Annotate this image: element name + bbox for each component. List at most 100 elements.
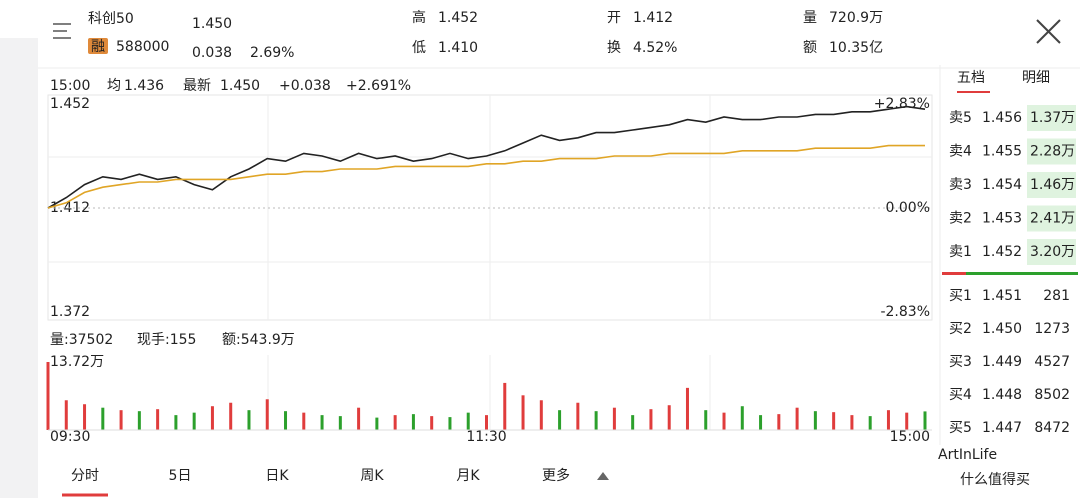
volume-bar xyxy=(594,411,598,430)
volume-bar xyxy=(320,415,324,430)
book-volume: 8502 xyxy=(1034,387,1070,403)
volume-bar xyxy=(521,395,525,430)
sell-volume-bg xyxy=(1027,239,1076,265)
stat-value: 4.52% xyxy=(633,40,677,56)
volume-bar xyxy=(503,382,507,430)
book-tab: 明细 xyxy=(1022,70,1050,86)
volume-bar xyxy=(576,402,580,430)
volume-bar xyxy=(174,415,178,430)
volume-bar xyxy=(612,407,616,430)
volume-bar xyxy=(265,399,269,430)
latest-label: 最新 xyxy=(183,78,211,94)
stock-code: 588000 xyxy=(116,39,169,55)
volume-bar xyxy=(777,414,781,430)
book-volume: 4527 xyxy=(1034,354,1070,370)
volume-amount: 额:543.9万 xyxy=(222,332,295,348)
book-label: 卖4 xyxy=(949,144,972,160)
book-split-green xyxy=(966,272,1078,275)
book-label: 买5 xyxy=(949,420,972,436)
bottom-tab: 分时 xyxy=(71,468,99,484)
x-tick-label: 09:30 xyxy=(50,429,90,445)
book-label: 买3 xyxy=(949,354,972,370)
price: 1.450 xyxy=(192,16,232,32)
volume-bar xyxy=(338,416,342,430)
volume-bar xyxy=(466,412,470,430)
volume-bar xyxy=(83,404,87,430)
volume-bar xyxy=(704,410,708,430)
book-label: 卖5 xyxy=(949,110,972,126)
bottom-tab: 更多 xyxy=(542,467,570,484)
sell-volume-bg xyxy=(1027,172,1076,198)
y2-tick-label: 0.00% xyxy=(886,200,930,216)
volume-bar xyxy=(284,411,288,430)
price-line xyxy=(47,144,925,209)
stat-label: 开 xyxy=(607,10,621,26)
volume-bar xyxy=(850,415,854,430)
book-price: 1.452 xyxy=(982,244,1022,260)
book-volume: 8472 xyxy=(1034,420,1070,436)
volume-total: 量:37502 xyxy=(50,332,113,348)
bottom-tab: 5日 xyxy=(169,468,192,484)
volume-bar xyxy=(685,387,689,430)
book-label: 卖1 xyxy=(949,244,972,260)
price-line xyxy=(47,105,926,209)
avg-label: 均 xyxy=(107,78,121,94)
stat-label: 额 xyxy=(803,40,817,56)
menu-icon[interactable] xyxy=(53,23,71,39)
volume-bar xyxy=(558,410,562,430)
bottom-tab: 日K xyxy=(265,468,289,484)
volume-bar xyxy=(101,407,105,430)
volume-bar xyxy=(649,409,653,430)
tag: 融 xyxy=(91,39,105,55)
sell-volume-bg xyxy=(1027,138,1076,165)
volume-bar xyxy=(192,412,196,430)
volume-bar xyxy=(795,407,799,430)
volume-bar xyxy=(886,410,890,430)
volume-bar xyxy=(832,412,836,430)
stat-value: 720.9万 xyxy=(829,10,883,26)
y-tick-label: 1.452 xyxy=(50,96,90,112)
y-tick-label: 1.372 xyxy=(50,304,90,320)
volume-hand: 现手:155 xyxy=(137,332,196,348)
stat-label: 低 xyxy=(412,40,426,56)
book-price: 1.454 xyxy=(982,177,1022,193)
volume-bar xyxy=(868,416,872,430)
stat-value: 1.452 xyxy=(438,10,478,26)
book-volume: 2.41万 xyxy=(1030,211,1075,227)
info-change: +0.038 xyxy=(279,78,331,94)
y2-tick-label: -2.83% xyxy=(880,304,930,320)
volume-bar xyxy=(357,407,361,430)
bottom-tab: 月K xyxy=(456,468,480,484)
book-split-red xyxy=(942,272,966,275)
info-pct: +2.691% xyxy=(346,78,411,94)
close-icon[interactable] xyxy=(1036,19,1061,44)
book-label: 买2 xyxy=(949,321,972,337)
x-tick-label: 11:30 xyxy=(466,429,506,445)
volume-bar xyxy=(64,400,68,430)
volume-bar xyxy=(813,411,817,430)
book-price: 1.453 xyxy=(982,211,1022,227)
book-price: 1.455 xyxy=(982,144,1022,160)
volume-bar xyxy=(156,409,160,430)
book-volume: 3.20万 xyxy=(1030,244,1075,260)
stat-label: 量 xyxy=(803,10,817,26)
volume-bar xyxy=(375,417,379,430)
book-tab: 五档 xyxy=(957,70,985,86)
volume-bar xyxy=(631,415,635,430)
volume-bar xyxy=(302,412,306,430)
volume-bar xyxy=(430,416,434,430)
book-price: 1.449 xyxy=(982,354,1022,370)
volume-bar xyxy=(905,412,909,430)
volume-bar xyxy=(247,410,251,430)
stock-name: 科创50 xyxy=(88,11,134,27)
volume-bar xyxy=(229,402,233,430)
sell-volume-bg xyxy=(1027,105,1076,131)
volume-bar xyxy=(137,411,141,430)
volume-bar xyxy=(759,415,763,430)
volume-bar xyxy=(46,362,50,430)
x-tick-label: 15:00 xyxy=(890,429,930,445)
volume-bar xyxy=(923,411,927,430)
book-price: 1.448 xyxy=(982,387,1022,403)
book-label: 买1 xyxy=(949,288,972,304)
